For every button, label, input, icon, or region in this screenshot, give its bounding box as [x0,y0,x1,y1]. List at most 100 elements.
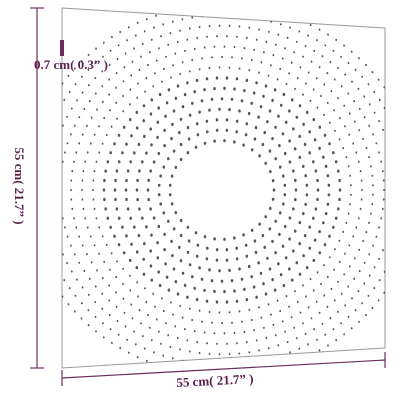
perforation [388,147,390,149]
perforation [188,70,191,73]
perforation [358,320,360,323]
perforation [361,75,364,78]
perforation [191,275,194,279]
perforation [298,242,301,246]
perforation [235,130,238,134]
perforation [141,335,144,338]
perforation [48,179,50,181]
perforation [145,77,148,80]
perforation [154,72,156,75]
perforation [233,331,236,335]
perforation [274,157,277,161]
perforation [264,84,268,88]
perforation [248,351,251,354]
perforation [334,248,336,251]
perforation [89,142,92,145]
perforation [108,284,111,287]
perforation [244,243,248,247]
perforation [258,222,261,226]
perforation [136,281,139,284]
perforation [78,142,81,145]
perforation [218,353,221,356]
perforation [236,342,238,345]
perforation [362,239,364,243]
perforation [146,188,150,192]
perforation [162,354,165,357]
perforation [165,55,167,58]
perforation [168,193,172,197]
perforation [59,198,61,200]
perforation [391,156,393,158]
perforation [294,290,296,293]
perforation [51,280,53,282]
perforation [254,250,258,254]
perforation [179,259,183,263]
perforation [289,351,291,354]
perforation [248,26,251,29]
perforation [299,66,302,69]
perforation [285,295,288,298]
perforation [150,38,153,41]
perforation [126,207,130,211]
perforation [90,261,93,264]
perforation [289,26,291,29]
perforation [260,316,263,319]
perforation [298,272,302,276]
perforation [316,271,319,274]
perforation [288,305,290,308]
perforation [176,84,180,88]
perforation [145,18,148,21]
perforation [66,115,68,118]
perforation [181,105,185,109]
perforation [215,258,219,262]
perforation [163,248,166,252]
perforation [270,313,272,316]
perforation [332,151,335,155]
perforation [115,101,118,104]
perforation [226,35,228,38]
perforation [96,108,98,111]
perforation [284,120,288,124]
perforation [253,239,257,243]
perforation [194,231,198,235]
perforation [309,353,312,357]
perforation [92,179,95,182]
perforation [328,142,331,146]
perforation [187,137,191,141]
perforation [362,137,364,141]
perforation [179,157,183,162]
perforation [352,142,355,145]
perforation [140,322,142,325]
perforation [368,221,370,224]
perforation [145,359,148,362]
perforation [298,134,301,138]
perforation [375,235,378,238]
perforation [102,41,105,44]
perforation [281,244,285,248]
perforation [48,198,50,200]
perforation [92,198,95,201]
perforation [276,78,279,81]
perforation [318,66,321,69]
perforation [117,243,121,247]
perforation [160,35,162,38]
perforation [213,139,216,143]
perforation [157,151,161,156]
perforation [316,188,320,192]
perforation [178,245,181,249]
perforation [271,197,275,201]
perforation [223,237,226,241]
perforation [164,11,167,14]
perforation [305,183,309,187]
perforation [119,30,122,34]
perforation [174,165,178,169]
perforation [81,286,84,289]
perforation [30,151,32,153]
perforation [137,82,139,85]
perforation [109,328,112,331]
perforation [200,99,204,103]
perforation [272,323,275,326]
perforation [218,24,221,27]
perforation [300,357,303,361]
perforation [81,179,84,182]
